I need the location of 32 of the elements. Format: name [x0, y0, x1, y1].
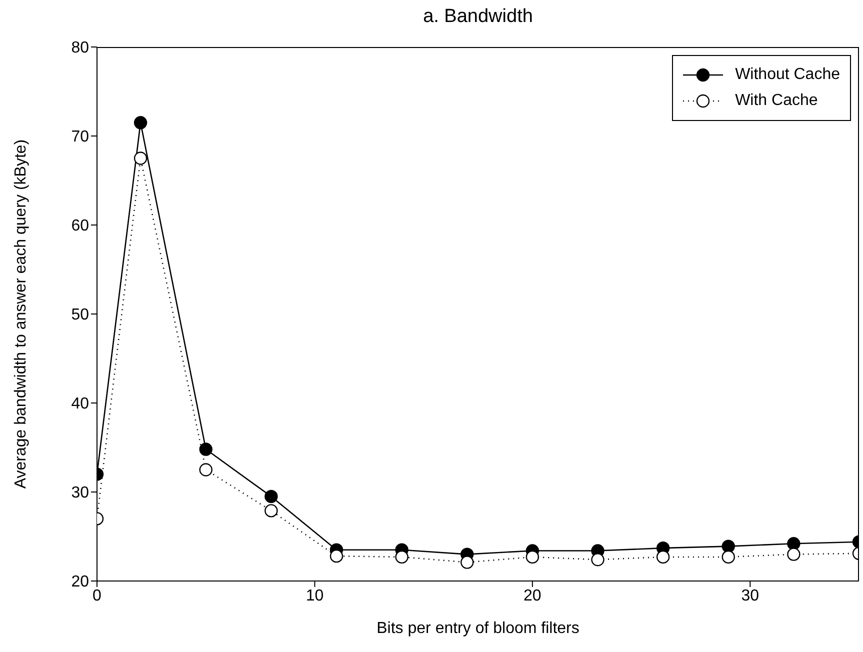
point	[722, 540, 735, 553]
y-axis-title: Average bandwidth to answer each query (kByte)	[12, 139, 30, 489]
point	[722, 550, 735, 564]
point	[330, 549, 344, 563]
point	[264, 490, 278, 504]
y-tick-label: 50	[71, 306, 90, 324]
legend-label: With Cache	[735, 92, 818, 110]
y-tick-label: 80	[71, 40, 90, 57]
y-tick-label: 60	[71, 218, 90, 235]
y-tick-label: 20	[71, 574, 90, 591]
point	[526, 550, 540, 564]
y-tick-label: 30	[71, 484, 90, 502]
point	[787, 548, 800, 561]
x-tick-label: 10	[306, 587, 324, 604]
point	[656, 550, 670, 564]
point	[199, 442, 212, 456]
x-tick-label: 20	[524, 587, 542, 604]
y-tick-label: 40	[71, 396, 90, 413]
chart-title: a. Bandwidth	[422, 6, 534, 28]
point	[134, 152, 148, 165]
point	[134, 116, 148, 130]
x-tick-label: 30	[741, 587, 760, 604]
point	[460, 556, 474, 569]
point	[395, 550, 408, 564]
point	[199, 463, 212, 476]
point	[591, 553, 604, 566]
y-tick-label: 70	[71, 128, 90, 146]
point	[264, 504, 278, 518]
x-axis-title: Bits per entry of bloom filters	[376, 620, 580, 637]
point	[787, 537, 800, 550]
x-tick-label: 0	[92, 587, 102, 604]
legend-label: Without Cache	[735, 66, 840, 84]
